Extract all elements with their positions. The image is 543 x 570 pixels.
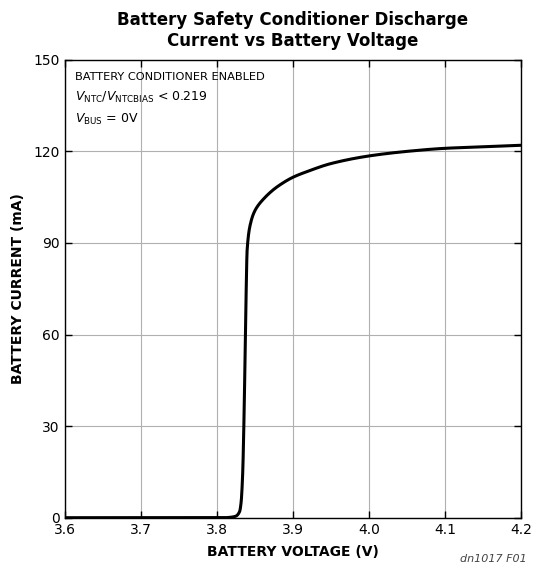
Text: dn1017 F01: dn1017 F01 [460,554,527,564]
Y-axis label: BATTERY CURRENT (mA): BATTERY CURRENT (mA) [11,193,25,384]
Text: BATTERY CONDITIONER ENABLED: BATTERY CONDITIONER ENABLED [74,72,264,82]
Text: $V_{\mathregular{NTC}}/V_{\mathregular{NTCBIAS}}$ < 0.219: $V_{\mathregular{NTC}}/V_{\mathregular{N… [74,90,207,105]
Title: Battery Safety Conditioner Discharge
Current vs Battery Voltage: Battery Safety Conditioner Discharge Cur… [117,11,469,50]
Text: $V_{\mathregular{BUS}}$ = 0V: $V_{\mathregular{BUS}}$ = 0V [74,112,138,127]
X-axis label: BATTERY VOLTAGE (V): BATTERY VOLTAGE (V) [207,545,379,559]
